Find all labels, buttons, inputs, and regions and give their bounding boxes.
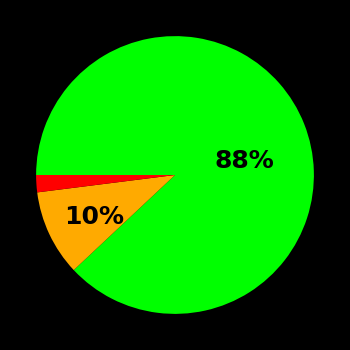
Wedge shape	[37, 175, 175, 270]
Wedge shape	[36, 36, 314, 314]
Text: 10%: 10%	[64, 205, 125, 229]
Wedge shape	[36, 175, 175, 192]
Text: 88%: 88%	[215, 149, 274, 173]
